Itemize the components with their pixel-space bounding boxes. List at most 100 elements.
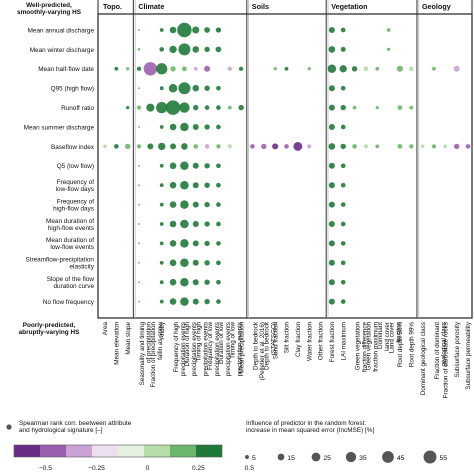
data-point bbox=[182, 66, 187, 72]
data-point bbox=[216, 260, 221, 266]
column-label: Dominant geological class bbox=[420, 322, 427, 395]
data-point bbox=[328, 104, 335, 111]
row-label: Slope of the flow duration curve bbox=[47, 276, 95, 290]
data-point bbox=[159, 86, 164, 91]
data-point bbox=[180, 297, 189, 306]
data-point bbox=[192, 46, 200, 53]
column-label: Clay fraction bbox=[295, 322, 302, 357]
column-label: Water fraction bbox=[306, 322, 313, 361]
data-point bbox=[204, 65, 211, 72]
column-label: Frequency of lowprecipitation events bbox=[207, 322, 221, 377]
column-label: Depth to bedrock(STATSGO) bbox=[264, 321, 278, 370]
data-point bbox=[138, 87, 140, 90]
data-point bbox=[238, 104, 244, 111]
data-point bbox=[168, 83, 178, 93]
plot-frame bbox=[97, 0, 473, 319]
colorbar-segment bbox=[144, 445, 170, 457]
row-label: Q95 (high flow) bbox=[51, 86, 94, 93]
data-point bbox=[136, 144, 142, 149]
data-point bbox=[204, 85, 210, 91]
data-point bbox=[340, 202, 346, 207]
data-point bbox=[170, 66, 176, 72]
data-point bbox=[397, 105, 403, 110]
data-point bbox=[169, 162, 177, 170]
data-point bbox=[216, 124, 221, 130]
data-point bbox=[307, 67, 311, 71]
data-point bbox=[328, 26, 335, 34]
data-point bbox=[159, 47, 165, 52]
size-legend-circle bbox=[382, 451, 394, 463]
data-point bbox=[103, 144, 107, 149]
data-point bbox=[293, 141, 303, 151]
data-point bbox=[216, 163, 221, 169]
data-point bbox=[178, 43, 191, 56]
size-legend-value: 25 bbox=[323, 455, 331, 462]
data-point bbox=[180, 239, 189, 248]
column-label: Aridity bbox=[159, 321, 166, 339]
data-point bbox=[216, 279, 221, 285]
data-point bbox=[138, 164, 140, 167]
data-point bbox=[136, 105, 142, 110]
column-label: Green vegetationfraction maximum bbox=[366, 322, 380, 372]
data-point bbox=[169, 240, 177, 247]
data-point bbox=[192, 298, 199, 305]
data-point bbox=[397, 144, 403, 149]
data-point bbox=[375, 66, 380, 71]
row-label: Mean duration of low-flow events bbox=[46, 237, 94, 251]
data-point bbox=[180, 200, 189, 209]
data-point bbox=[328, 220, 335, 228]
data-point bbox=[328, 123, 335, 131]
column-label: Seasonality and timingof precipitation bbox=[139, 322, 153, 386]
data-point bbox=[192, 259, 199, 266]
data-point bbox=[180, 277, 189, 287]
colorbar-segment bbox=[196, 445, 222, 457]
data-point bbox=[215, 46, 222, 53]
column-label: Duration of lowprecipitation events bbox=[218, 322, 232, 377]
column-label: Subsurface permeability bbox=[465, 321, 472, 389]
data-point bbox=[409, 144, 414, 149]
size-legend-circle bbox=[423, 450, 437, 464]
data-point bbox=[169, 298, 177, 305]
size-legend-label: Influence of predictor in the random for… bbox=[246, 420, 374, 434]
data-point bbox=[159, 163, 164, 168]
data-point bbox=[137, 48, 141, 51]
bottom-annotation: Poorly-predicted, abruptly-varying HS bbox=[19, 322, 80, 336]
colorbar-tick: −0.25 bbox=[88, 465, 105, 472]
data-point bbox=[143, 62, 158, 76]
data-point bbox=[165, 100, 181, 115]
group-label: Climate bbox=[138, 2, 164, 11]
size-legend-circle bbox=[345, 451, 357, 463]
data-point bbox=[340, 143, 346, 150]
group-label: Vegetation bbox=[331, 2, 367, 11]
data-point bbox=[159, 183, 164, 188]
data-point bbox=[328, 85, 335, 92]
data-point bbox=[216, 241, 221, 246]
group-headers: Topo. Climate Soils Vegetation Geology bbox=[103, 2, 451, 11]
data-point bbox=[192, 84, 200, 92]
column-label: Root depth 99% bbox=[408, 322, 415, 368]
data-point bbox=[216, 105, 221, 110]
data-point bbox=[340, 163, 346, 169]
data-point bbox=[169, 45, 177, 54]
data-point bbox=[204, 163, 210, 169]
data-point bbox=[272, 143, 279, 150]
row-label: Runoff ratio bbox=[61, 105, 94, 112]
data-point bbox=[340, 85, 346, 91]
plot-border bbox=[97, 13, 473, 319]
colorbar-border bbox=[13, 444, 223, 458]
data-point bbox=[204, 144, 210, 149]
data-point bbox=[159, 222, 164, 226]
row-label: No flow frequency bbox=[43, 299, 95, 306]
data-point bbox=[215, 27, 222, 33]
data-point bbox=[216, 299, 221, 304]
data-point bbox=[180, 219, 189, 229]
row-labels: Mean annual discharge Mean winter dischar… bbox=[17, 2, 95, 336]
data-point bbox=[328, 46, 336, 53]
colorbar-segment bbox=[14, 445, 40, 457]
column-label: Dominantland cover bbox=[377, 322, 391, 351]
data-point bbox=[138, 261, 140, 264]
column-label: Mean precipitation bbox=[238, 322, 245, 374]
data-point bbox=[443, 144, 448, 149]
colorbar-tick: 0 bbox=[146, 465, 150, 472]
